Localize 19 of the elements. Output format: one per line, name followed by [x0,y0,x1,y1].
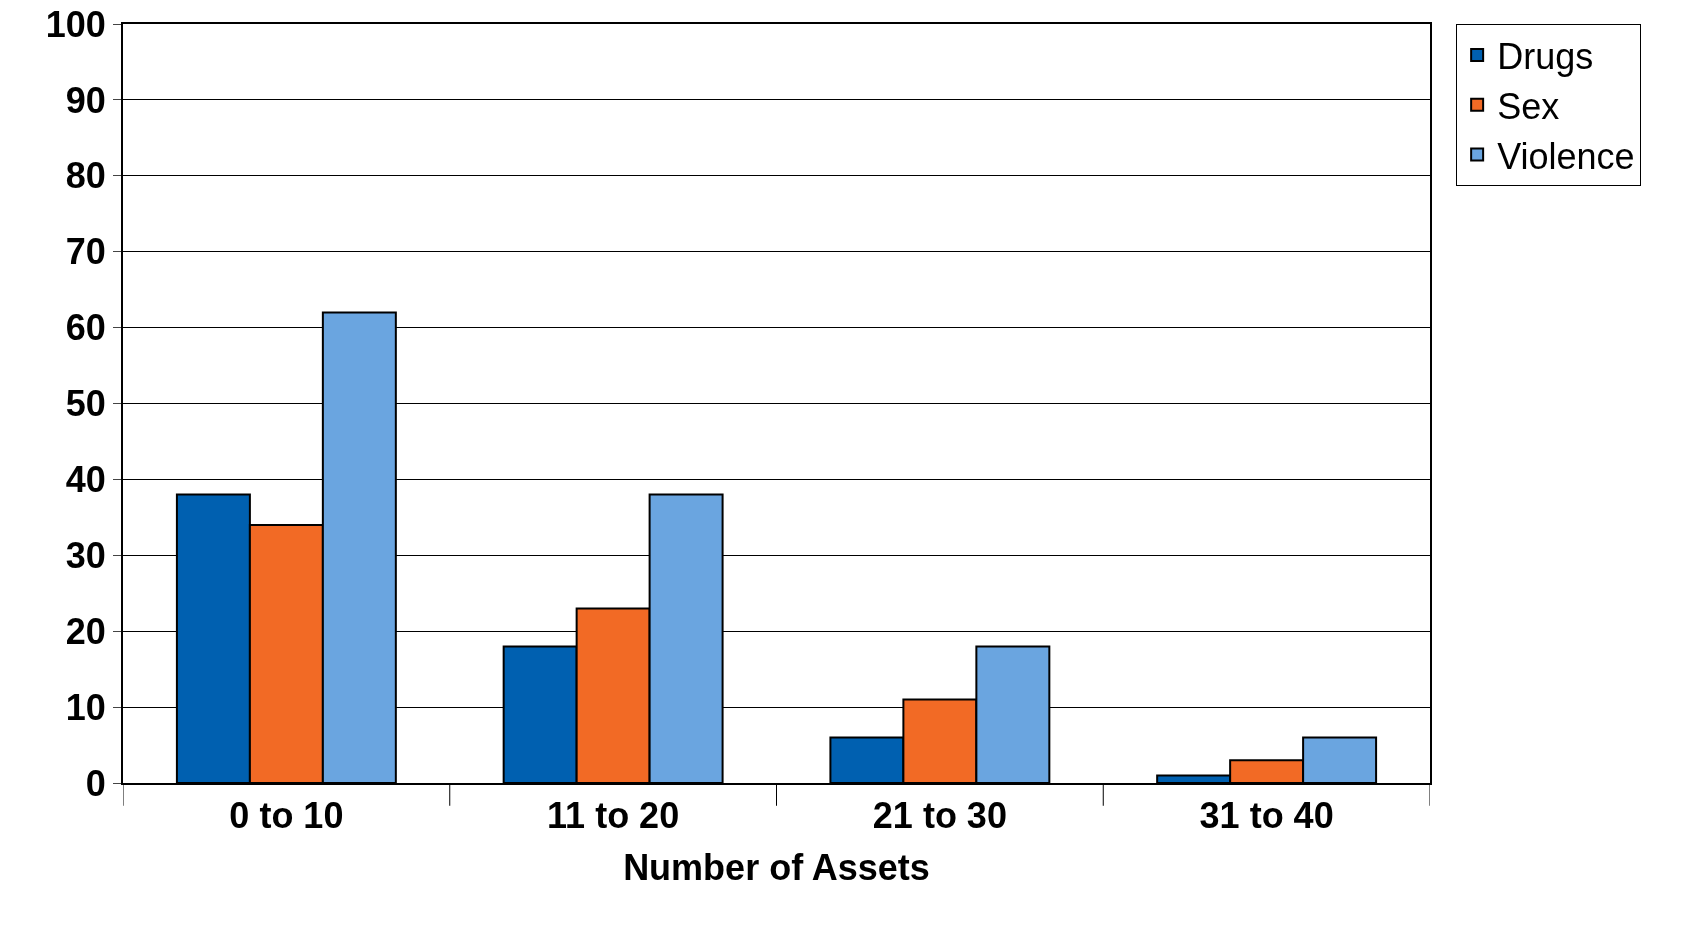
y-tick-label: 50 [65,383,106,425]
y-tick-label: 0 [85,762,106,804]
x-axis-title: Number of Assets [623,847,930,889]
y-tick-label: 60 [65,307,106,349]
y-tick-label: 90 [65,79,106,121]
y-tick-label: 30 [65,534,106,576]
x-tick-label: 21 to 30 [872,795,1007,837]
y-tick-label: 70 [65,231,106,273]
x-tick-label: 0 to 10 [229,795,344,837]
y-tick-label: 10 [65,686,106,728]
y-tick-label: 40 [65,459,106,500]
legend-label: Drugs [1497,35,1594,77]
x-tick-label: 11 to 20 [547,795,680,837]
y-tick-label: 80 [65,155,106,197]
x-tick-label: 31 to 40 [1199,795,1334,837]
legend-label: Sex [1497,85,1560,127]
y-tick-label: 20 [65,610,106,652]
y-tick-label: 100 [45,3,106,45]
legend-label: Violence [1497,135,1635,177]
